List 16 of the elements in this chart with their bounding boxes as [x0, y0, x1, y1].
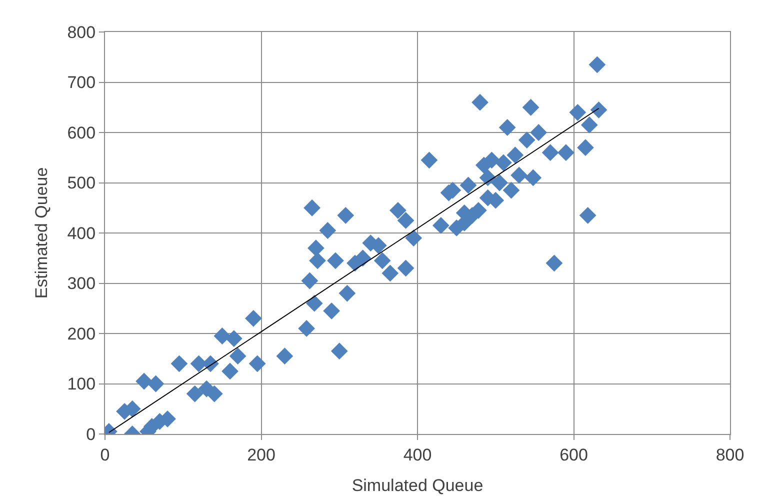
y-tick-label: 700 — [67, 73, 96, 92]
y-tick-label: 200 — [67, 324, 96, 344]
x-tick-label: 600 — [560, 445, 588, 464]
x-tick-label: 0 — [100, 445, 110, 464]
y-tick-label: 0 — [86, 424, 96, 444]
x-tick-label: 400 — [403, 445, 432, 464]
y-axis-title: Estimated Queue — [32, 167, 51, 299]
x-axis-title: Simulated Queue — [352, 476, 484, 495]
y-tick-label: 300 — [67, 274, 96, 294]
y-tick-label: 400 — [67, 224, 96, 243]
y-tick-label: 100 — [67, 374, 96, 394]
x-tick-label: 200 — [247, 445, 276, 464]
y-tick-label: 500 — [67, 174, 96, 193]
y-tick-label: 600 — [67, 123, 96, 142]
x-tick-label: 800 — [716, 445, 744, 464]
y-tick-label: 800 — [67, 22, 96, 42]
